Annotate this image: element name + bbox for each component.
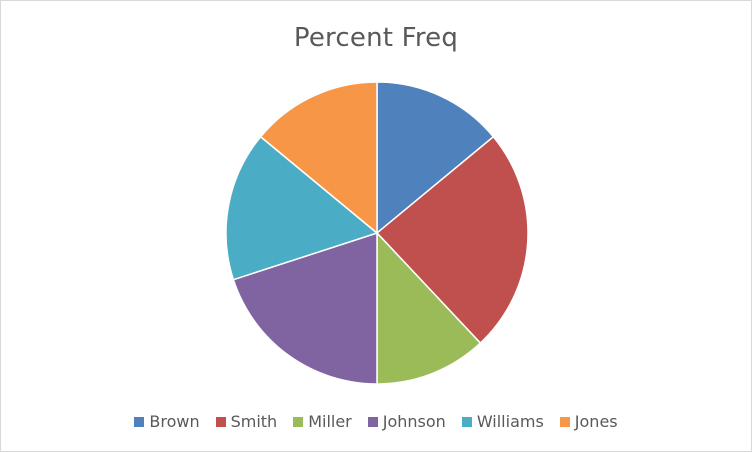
legend-label: Jones [574,412,618,431]
legend-item-johnson: Johnson [367,412,446,431]
legend-label: Smith [230,412,278,431]
legend-label: Williams [476,412,544,431]
legend-item-williams: Williams [461,412,544,431]
legend-item-miller: Miller [293,412,352,431]
pie-slice-smith [375,135,529,345]
legend-item-brown: Brown [134,412,200,431]
pie-slice-jones [259,81,378,235]
legend-swatch [293,416,304,427]
legend-swatch [134,416,145,427]
legend-item-smith: Smith [215,412,278,431]
chart-legend: Brown Smith Miller Johnson Williams Jones [1,412,751,431]
pie-slice-williams [225,135,379,281]
pie-slice-miller [376,231,482,385]
legend-swatch [461,416,472,427]
legend-label: Miller [308,412,352,431]
legend-item-jones: Jones [559,412,618,431]
pie-slice-johnson [232,231,378,385]
pie-slices [225,81,529,385]
legend-swatch [559,416,570,427]
chart-title: Percent Freq [293,23,459,53]
legend-label: Johnson [382,412,446,431]
legend-swatch [215,416,226,427]
legend-label: Brown [149,412,200,431]
pie-slice-brown [376,81,495,235]
legend-swatch [367,416,378,427]
